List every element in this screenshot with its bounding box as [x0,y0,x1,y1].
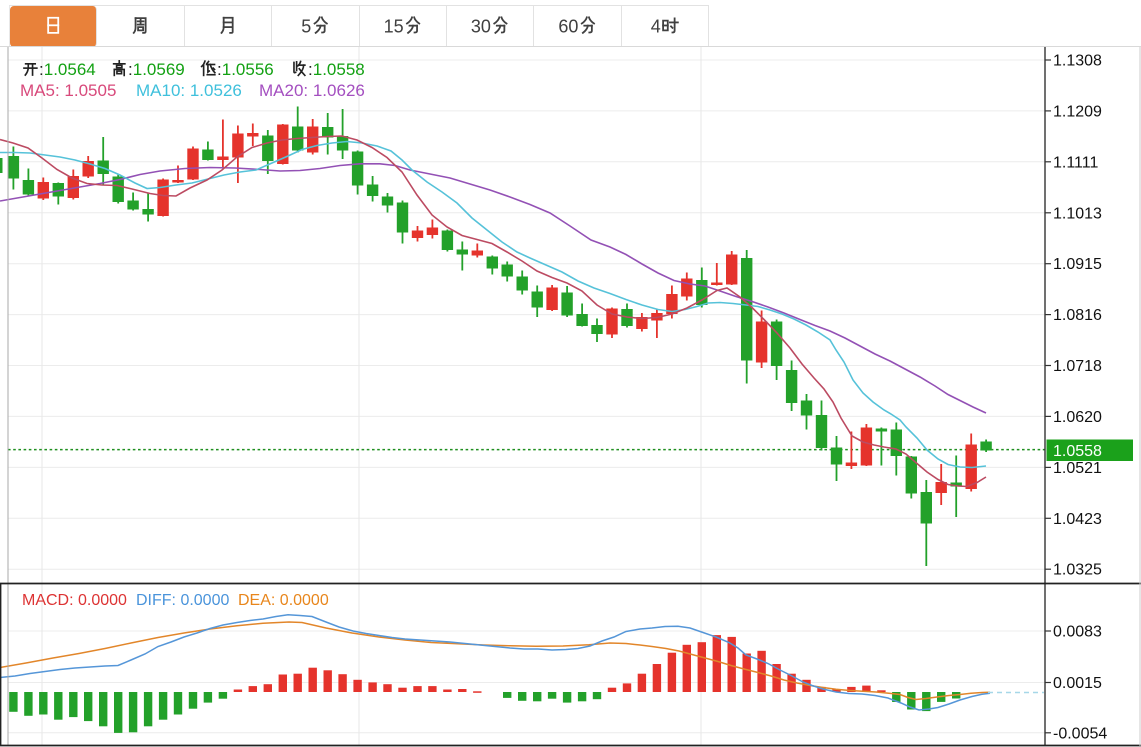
svg-text:1.0915: 1.0915 [1053,256,1102,273]
svg-text:0.0083: 0.0083 [1053,624,1102,641]
svg-text:0.0015: 0.0015 [1053,675,1102,692]
svg-text::1.0558: :1.0558 [308,60,365,79]
svg-text:1.0718: 1.0718 [1053,358,1102,375]
svg-text:5: 5 [301,17,311,37]
svg-text::1.0556: :1.0556 [217,60,274,79]
svg-text:1.0521: 1.0521 [1053,460,1102,477]
svg-text::1.0564: :1.0564 [39,60,96,79]
svg-text:1.0325: 1.0325 [1053,562,1102,579]
svg-text:1.1209: 1.1209 [1053,103,1102,120]
svg-text:MA5: 1.0505 MA10: 1.0526 MA2: MA5: 1.0505 MA10: 1.0526 MA20: 1.0626 [20,81,365,100]
svg-text:1.0620: 1.0620 [1053,409,1102,426]
svg-text:-0.0054: -0.0054 [1053,725,1107,742]
svg-text:1.1111: 1.1111 [1053,154,1098,171]
svg-text:15: 15 [384,17,404,37]
svg-text:1.1013: 1.1013 [1053,205,1102,222]
svg-text:30: 30 [471,17,491,37]
svg-text:1.1308: 1.1308 [1053,53,1102,70]
svg-text:1.0816: 1.0816 [1053,307,1102,324]
svg-text:1.0423: 1.0423 [1053,511,1102,528]
svg-text:4: 4 [651,17,661,37]
svg-text::1.0569: :1.0569 [128,60,185,79]
svg-text:60: 60 [558,17,578,37]
svg-text:1.0558: 1.0558 [1053,443,1102,460]
